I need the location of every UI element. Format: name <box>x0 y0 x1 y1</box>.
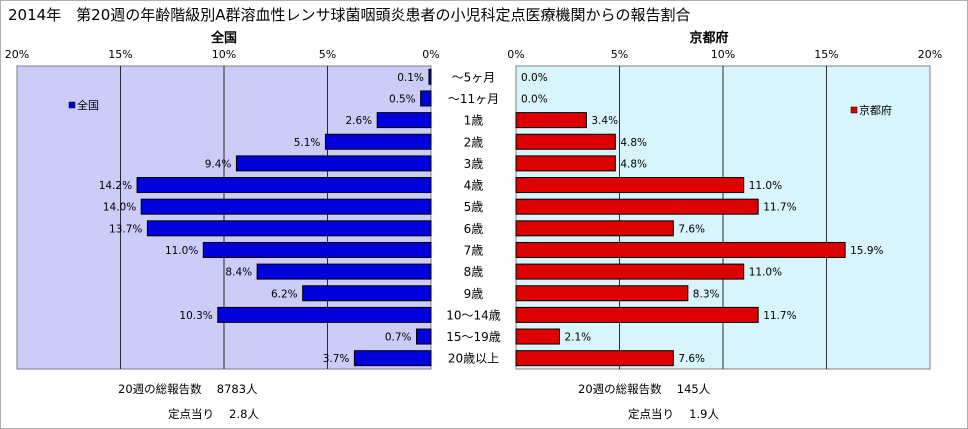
national-value-label: 5.1% <box>294 137 321 149</box>
kyoto-bar <box>515 112 587 129</box>
national-tick-label: 20% <box>5 48 29 61</box>
national-value-label: 3.7% <box>323 353 350 365</box>
national-value-label: 2.6% <box>345 115 372 127</box>
national-bar <box>428 68 432 85</box>
kyoto-bar <box>515 177 745 194</box>
kyoto-value-label: 11.0% <box>749 267 782 279</box>
age-category-label: 7歳 <box>464 243 484 257</box>
kyoto-value-label: 15.9% <box>850 245 883 257</box>
national-legend-label: 全国 <box>77 98 99 112</box>
national-bar <box>136 177 432 194</box>
kyoto-tick-label: 0% <box>507 48 524 61</box>
kyoto-value-label: 7.6% <box>678 353 705 365</box>
national-bar <box>302 285 432 302</box>
national-value-label: 8.4% <box>225 267 252 279</box>
national-total-text: 20週の総報告数 8783人 <box>118 382 258 396</box>
kyoto-value-label: 7.6% <box>678 223 705 235</box>
national-bar <box>420 90 432 107</box>
age-category-label: 20歳以上 <box>448 352 499 366</box>
national-bar <box>353 350 432 367</box>
national-bar <box>202 241 432 258</box>
national-tick-label: 15% <box>108 48 132 61</box>
kyoto-panel-title: 京都府 <box>689 30 728 46</box>
national-value-label: 10.3% <box>179 310 212 322</box>
national-value-label: 14.2% <box>99 180 132 192</box>
national-panel-title: 全国 <box>210 30 237 46</box>
kyoto-value-label: 0.0% <box>521 93 548 105</box>
kyoto-bar <box>515 133 616 150</box>
kyoto-per-site-text: 定点当り 1.9人 <box>628 407 719 421</box>
kyoto-value-label: 8.3% <box>693 288 720 300</box>
national-bar <box>146 220 432 237</box>
age-category-label: ～5ヶ月 <box>452 70 496 84</box>
kyoto-tick-label: 20% <box>918 48 942 61</box>
age-category-label: 4歳 <box>464 179 484 193</box>
national-tick-label: 0% <box>422 48 439 61</box>
age-category-label: 10～14歳 <box>446 308 501 322</box>
kyoto-bar <box>515 328 560 345</box>
kyoto-value-label: 11.7% <box>763 202 796 214</box>
kyoto-tick-label: 10% <box>711 48 735 61</box>
national-value-label: 6.2% <box>271 288 298 300</box>
national-value-label: 13.7% <box>109 223 142 235</box>
national-tick-label: 5% <box>319 48 336 61</box>
kyoto-bar <box>515 220 674 237</box>
kyoto-legend-swatch <box>850 106 858 114</box>
kyoto-bar <box>515 350 674 367</box>
national-bar <box>140 198 432 215</box>
national-bar <box>416 328 432 345</box>
national-value-label: 11.0% <box>165 245 198 257</box>
kyoto-legend-label: 京都府 <box>859 103 892 117</box>
national-value-label: 9.4% <box>205 158 232 170</box>
national-value-label: 0.7% <box>385 332 412 344</box>
age-category-label: 8歳 <box>464 265 484 279</box>
kyoto-bar <box>515 198 759 215</box>
kyoto-value-label: 4.8% <box>620 158 647 170</box>
national-bar <box>376 112 432 129</box>
kyoto-value-label: 4.8% <box>620 137 647 149</box>
age-category-label: 3歳 <box>464 157 484 171</box>
kyoto-bar <box>515 155 616 172</box>
kyoto-value-label: 3.4% <box>591 115 618 127</box>
kyoto-value-label: 0.0% <box>521 72 548 84</box>
kyoto-tick-label: 5% <box>611 48 628 61</box>
national-bar <box>217 306 432 323</box>
age-category-label: 9歳 <box>464 287 484 301</box>
national-value-label: 14.0% <box>103 202 136 214</box>
national-legend-swatch <box>68 101 76 109</box>
kyoto-value-label: 11.7% <box>763 310 796 322</box>
kyoto-value-label: 11.0% <box>749 180 782 192</box>
national-value-label: 0.1% <box>397 72 424 84</box>
national-bar <box>324 133 432 150</box>
age-category-label: 6歳 <box>464 222 484 236</box>
national-bar <box>235 155 432 172</box>
age-category-label: 1歳 <box>464 114 484 128</box>
chart-title: 2014年 第20週の年齢階級別A群溶血性レンサ球菌咽頭炎患者の小児科定点医療機… <box>8 6 691 24</box>
national-bar <box>256 263 432 280</box>
national-value-label: 0.5% <box>389 93 416 105</box>
kyoto-total-text: 20週の総報告数 145人 <box>578 382 711 396</box>
kyoto-bar <box>515 263 745 280</box>
kyoto-tick-label: 15% <box>814 48 838 61</box>
kyoto-bar <box>515 241 846 258</box>
kyoto-bar <box>515 285 689 302</box>
national-per-site-text: 定点当り 2.8人 <box>168 407 259 421</box>
kyoto-value-label: 2.1% <box>564 332 591 344</box>
national-tick-label: 10% <box>212 48 236 61</box>
age-category-label: ～11ヶ月 <box>448 92 499 106</box>
age-category-label: 5歳 <box>464 200 484 214</box>
age-category-label: 15～19歳 <box>446 330 501 344</box>
kyoto-bar <box>515 306 759 323</box>
age-category-label: 2歳 <box>464 135 484 149</box>
